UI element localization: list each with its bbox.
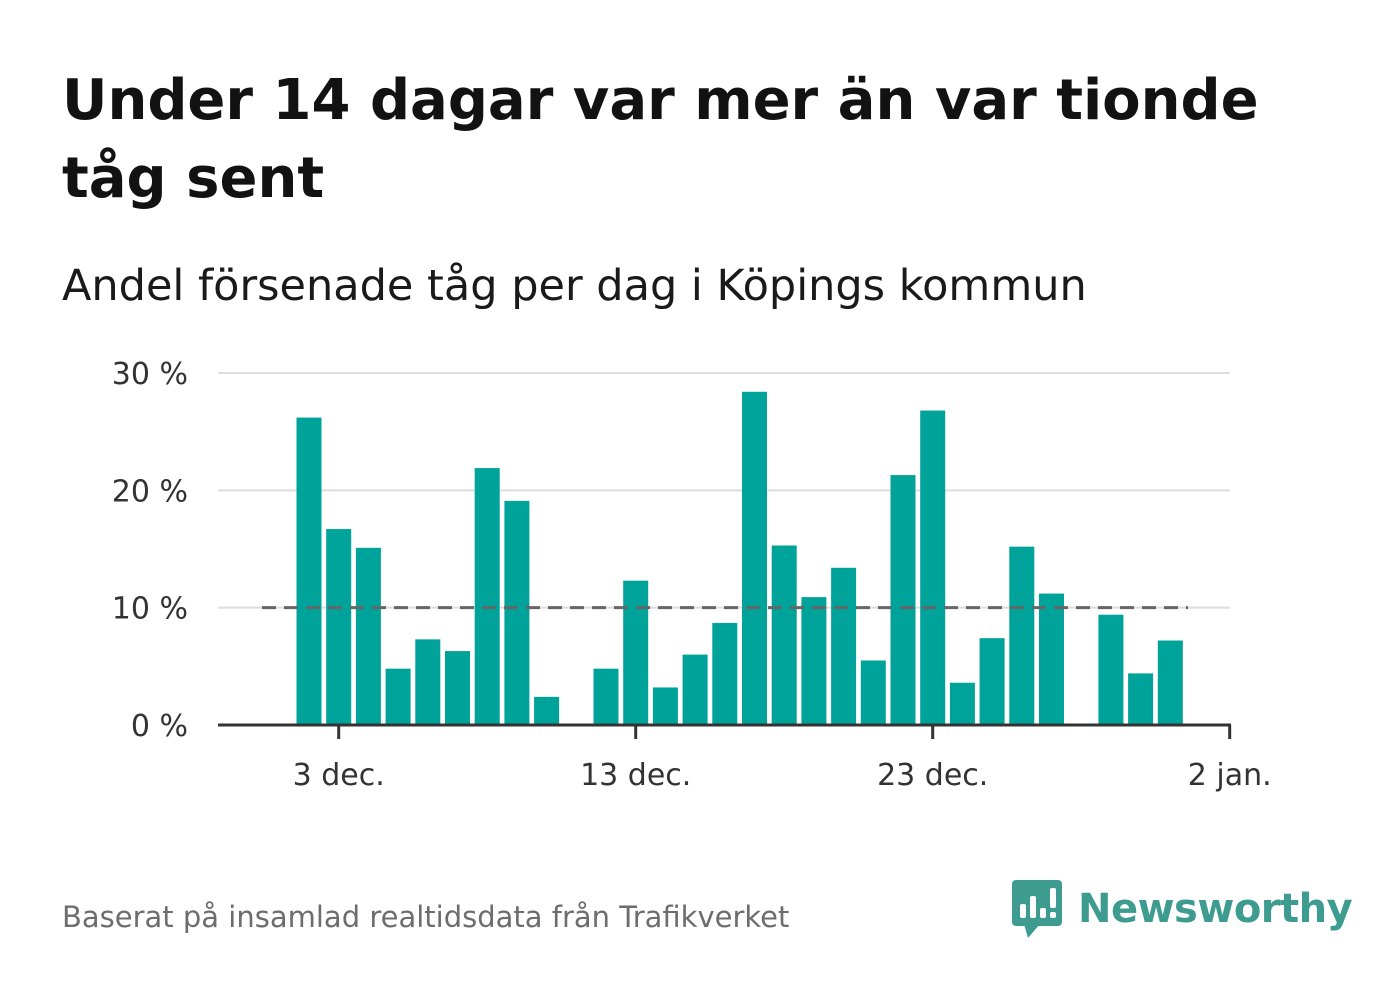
bar — [385, 668, 411, 725]
bar — [949, 682, 975, 725]
bar — [742, 391, 767, 725]
bars — [296, 391, 1183, 725]
bar — [712, 622, 738, 725]
axes: 0 % 10 % 20 % 30 % 3 dec. 13 dec. 23 dec. 2 jan… — [112, 357, 1272, 793]
x-tick-label: 3 dec. — [293, 758, 385, 793]
x-tick-label: 23 dec. — [877, 758, 988, 793]
y-tick-label: 20 % — [112, 474, 188, 509]
bar — [504, 500, 530, 725]
x-tick-label: 2 jan. — [1188, 758, 1272, 793]
brand-name: Newsworthy — [1078, 886, 1353, 932]
bar — [652, 687, 678, 725]
x-tick-label: 13 dec. — [580, 758, 691, 793]
bar — [445, 651, 470, 725]
chart-title: Under 14 dagar var mer än var tionde tåg… — [62, 68, 1259, 211]
bar-chart-speech-bubble-icon — [1012, 880, 1062, 938]
bar — [296, 417, 322, 725]
bar-chart: 0 % 10 % 20 % 30 % 3 dec. 13 dec. 23 dec. 2 jan… — [112, 357, 1272, 793]
y-tick-label: 30 % — [112, 357, 188, 392]
chart-subtitle: Andel försenade tåg per dag i Köpings ko… — [62, 261, 1087, 311]
bar — [1128, 673, 1154, 725]
bar — [682, 654, 708, 725]
y-tick-label: 10 % — [112, 592, 188, 627]
bar — [801, 597, 827, 725]
bar — [474, 468, 500, 725]
bar — [623, 580, 649, 725]
bar — [1039, 593, 1064, 725]
bar — [920, 410, 946, 725]
bar — [593, 668, 619, 725]
bar — [1157, 640, 1183, 725]
bar — [355, 547, 381, 725]
bar — [1098, 614, 1124, 725]
bar — [534, 696, 560, 725]
bar — [979, 638, 1005, 725]
y-tick-label: 0 % — [131, 709, 188, 744]
bar — [326, 529, 352, 725]
brand: Newsworthy — [1010, 878, 1353, 940]
bar — [860, 660, 886, 725]
bar — [415, 639, 441, 725]
bar — [1009, 546, 1035, 725]
source-note: Baserat på insamlad realtidsdata från Tr… — [62, 900, 790, 934]
bar — [831, 567, 857, 725]
bar — [771, 545, 797, 725]
bar — [890, 475, 916, 725]
